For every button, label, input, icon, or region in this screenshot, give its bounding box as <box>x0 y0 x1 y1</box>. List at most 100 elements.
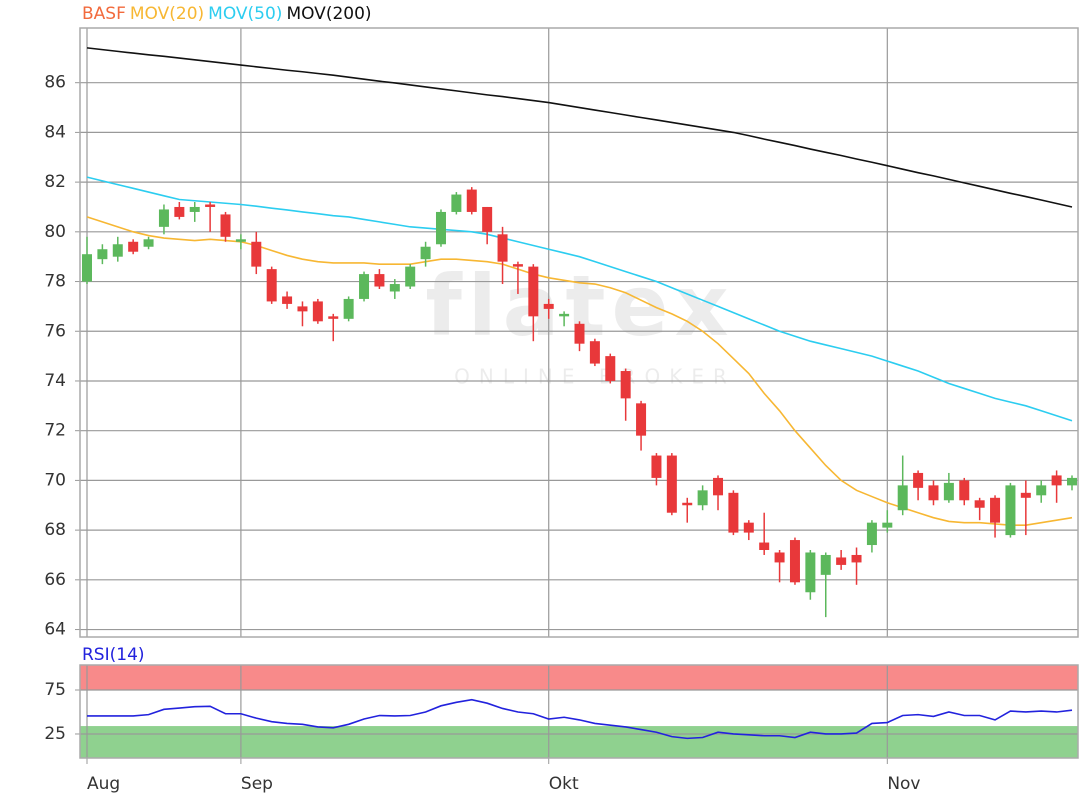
candle-body <box>220 214 231 237</box>
candle-body <box>559 313 570 317</box>
candle-body <box>1020 492 1031 498</box>
candle-body <box>682 502 693 506</box>
candle-body <box>528 266 539 317</box>
candle-body <box>282 296 293 304</box>
candle-body <box>913 472 924 488</box>
y-tick-label: 86 <box>44 73 66 93</box>
line-series <box>86 216 1073 526</box>
x-tick-label: Aug <box>87 774 120 794</box>
candle-body <box>882 522 893 528</box>
y-tick-label: 84 <box>44 122 66 142</box>
candle-body <box>497 234 508 262</box>
legend: RSI(14) <box>82 645 145 665</box>
candle-body <box>359 274 370 299</box>
candle-body <box>466 189 477 212</box>
candle-body <box>328 316 339 319</box>
y-tick-label: 78 <box>44 272 66 292</box>
candle-body <box>1051 475 1062 486</box>
candle-body <box>959 480 970 501</box>
candle-body <box>605 356 616 381</box>
candle-body <box>251 241 262 267</box>
candle-body <box>589 341 600 364</box>
candle-body <box>158 209 169 227</box>
candle-body <box>143 239 154 247</box>
candle-body <box>851 554 862 563</box>
x-tick-label: Okt <box>549 774 579 794</box>
candle-body <box>928 485 939 501</box>
y-tick-label: 25 <box>44 724 66 744</box>
candle-body <box>943 482 954 501</box>
rsi-band <box>80 726 1078 758</box>
panel-frame <box>79 27 1079 638</box>
candle-body <box>389 284 400 292</box>
candle-body <box>759 542 770 550</box>
candle-body <box>482 206 493 232</box>
y-tick-label: 70 <box>44 470 66 490</box>
candle-body <box>174 206 185 217</box>
candle-body <box>789 540 800 583</box>
candle-body <box>128 241 139 252</box>
candle-body <box>205 204 216 207</box>
candle-body <box>728 492 739 533</box>
candle-body <box>574 323 585 344</box>
y-tick-label: 68 <box>44 520 66 540</box>
candle-body <box>543 303 554 309</box>
candle-body <box>312 301 323 322</box>
rsi-band <box>80 665 1078 690</box>
candle-body <box>897 485 908 511</box>
legend-entry: MOV(20) <box>130 4 204 24</box>
line-series <box>87 698 1073 740</box>
y-tick-label: 82 <box>44 172 66 192</box>
y-tick-label: 76 <box>44 321 66 341</box>
legend-entry: MOV(200) <box>286 4 371 24</box>
watermark-subtitle: ONLINE BROKER <box>454 365 736 389</box>
candle-body <box>343 298 354 319</box>
candle-body <box>189 206 200 212</box>
candle-body <box>235 239 246 242</box>
x-tick-label: Nov <box>887 774 920 794</box>
candle-body <box>405 266 416 287</box>
candle-body <box>836 557 847 565</box>
legend-entry: RSI(14) <box>82 645 145 665</box>
candle-body <box>974 500 985 508</box>
candle-body <box>743 522 754 533</box>
y-tick-label: 80 <box>44 222 66 242</box>
candle-body <box>820 554 831 575</box>
candle-body <box>451 194 462 212</box>
y-tick-label: 66 <box>44 570 66 590</box>
candle-body <box>1036 485 1047 496</box>
candle-body <box>620 371 631 399</box>
x-tick-label: Sep <box>241 774 273 794</box>
candle-body <box>666 455 677 513</box>
candle-body <box>435 211 446 245</box>
candle-body <box>97 249 108 260</box>
candle-body <box>266 269 277 302</box>
legend-entry: BASF <box>82 4 126 24</box>
candle-body <box>805 552 816 593</box>
candle-body <box>297 306 308 312</box>
line-series <box>86 47 1073 208</box>
candle-body <box>1067 477 1077 486</box>
y-tick-label: 75 <box>44 680 66 700</box>
candle-body <box>774 552 785 563</box>
candle-body <box>866 522 877 546</box>
candle-body <box>990 497 1001 523</box>
panel-frame <box>79 664 1079 759</box>
candle-body <box>420 246 431 260</box>
candle-body <box>697 490 708 506</box>
candle-body <box>651 455 662 478</box>
y-tick-label: 74 <box>44 371 66 391</box>
legend: BASF MOV(20) MOV(50) MOV(200) <box>82 4 372 24</box>
candle-body <box>374 274 385 287</box>
candle-body <box>1005 485 1016 536</box>
candle-body <box>512 264 523 267</box>
candle-body <box>636 403 647 436</box>
candle-body <box>82 254 92 282</box>
legend-entry: MOV(50) <box>208 4 282 24</box>
line-series <box>86 176 1073 422</box>
y-tick-label: 64 <box>44 620 66 640</box>
y-tick-label: 72 <box>44 421 66 441</box>
candle-body <box>713 477 724 496</box>
candle-body <box>112 244 123 257</box>
